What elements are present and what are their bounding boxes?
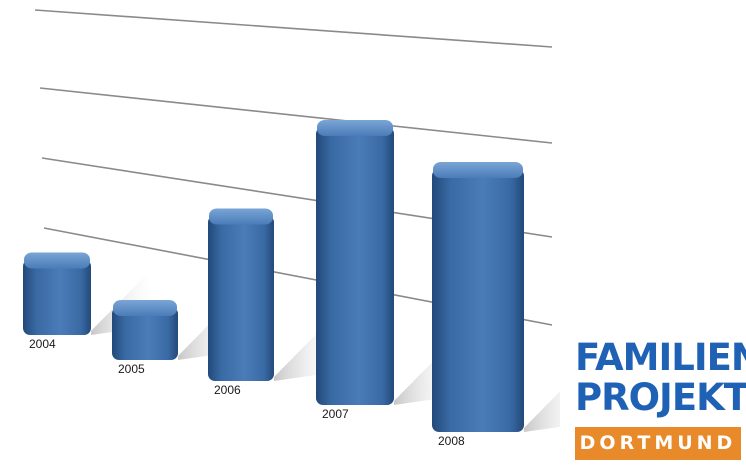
logo-orange-bar: DORTMUND (575, 427, 741, 460)
logo-line-3: DORTMUND (579, 432, 737, 454)
bar-2008 (432, 169, 524, 432)
x-tick-label-2006: 2006 (214, 383, 241, 397)
gridline-2 (39, 87, 553, 144)
gridline-1 (34, 9, 553, 48)
bar-2007 (316, 127, 394, 405)
x-tick-label-2005: 2005 (118, 362, 145, 376)
familienprojekt-logo: FAMILIEN- PROJEKT DORTMUND (575, 338, 746, 466)
bar-2004 (23, 259, 91, 335)
logo-line-1: FAMILIEN- (575, 336, 746, 379)
x-tick-label-2007: 2007 (322, 407, 349, 421)
x-tick-label-2004: 2004 (29, 337, 56, 351)
bar-top-2006 (209, 208, 273, 225)
bar-2006 (208, 215, 274, 381)
bar-chart: 2004 2005 2006 2007 2008 (23, 9, 594, 448)
bar-top-2004 (24, 252, 90, 269)
bar-top-2008 (433, 162, 523, 178)
bar-2005 (112, 307, 178, 360)
bar-top-2007 (317, 120, 393, 136)
chart-svg: 2004 2005 2006 2007 2008 (23, 9, 594, 448)
x-tick-label-2008: 2008 (438, 434, 465, 448)
logo-line-2: PROJEKT (575, 376, 746, 419)
bar-shadow-2008 (524, 372, 594, 432)
bar-top-2005 (113, 300, 177, 316)
